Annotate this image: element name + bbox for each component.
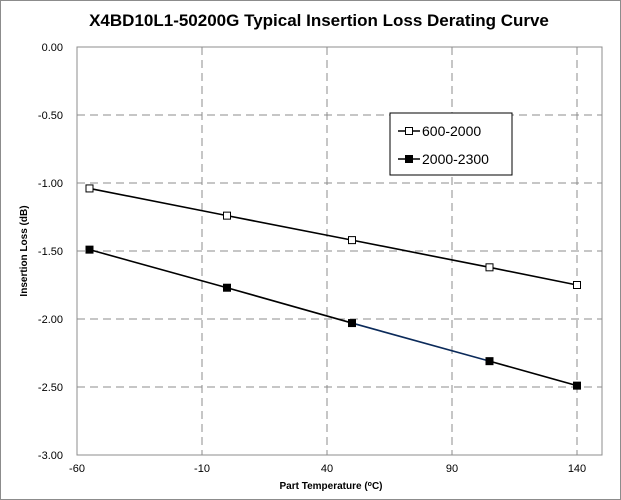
legend-marker: [405, 127, 413, 135]
y-tick-label: 0.00: [42, 42, 63, 54]
y-tick-label: -1.50: [38, 246, 63, 258]
y-tick-label: -2.50: [38, 382, 63, 394]
data-point: [223, 211, 231, 220]
series-600-2000: [85, 184, 581, 289]
legend-item: 2000-2300: [398, 151, 489, 167]
legend: 600-2000 2000-2300: [389, 112, 513, 176]
data-point: [485, 357, 494, 366]
legend-label: 2000-2300: [422, 151, 489, 167]
series-line-segment: [351, 322, 490, 362]
x-axis-title: Part Temperature (oC): [279, 481, 382, 493]
series-2000-2300: [85, 245, 581, 390]
x-tick-label: -10: [194, 463, 210, 475]
y-tick-label: -2.00: [38, 314, 63, 326]
y-axis-title: Insertion Loss (dB): [19, 205, 30, 296]
legend-item: 600-2000: [398, 123, 481, 139]
y-tick-label: -0.50: [38, 110, 63, 122]
series-line-segment: [89, 248, 228, 289]
series-line-segment: [226, 286, 353, 324]
series-line-segment: [89, 187, 228, 217]
legend-label: 600-2000: [422, 123, 481, 139]
data-point: [573, 281, 581, 289]
tick-labels: -60 -10 40 90 140 0.00 -0.50 -1.00 -1.50 -2.00 -2.…: [38, 42, 586, 475]
x-tick-label: 140: [568, 463, 586, 475]
x-tick-label: 90: [446, 463, 458, 475]
data-point: [348, 236, 356, 245]
chart-title: X4BD10L1-50200G Typical Insertion Loss D…: [89, 11, 549, 30]
x-tick-label: 40: [321, 463, 333, 475]
series-layer: [85, 184, 581, 390]
series-line-segment: [351, 239, 490, 269]
legend-marker: [405, 155, 413, 163]
data-point: [573, 381, 581, 390]
y-tick-label: -3.00: [38, 450, 63, 462]
data-point: [85, 184, 94, 193]
y-tick-label: -1.00: [38, 178, 63, 190]
data-point: [348, 319, 356, 328]
series-line-segment: [226, 214, 353, 241]
data-point: [223, 283, 231, 292]
data-point: [485, 263, 494, 272]
legend-box: [389, 112, 513, 176]
series-line-segment: [489, 360, 578, 387]
series-line-segment: [489, 266, 578, 286]
x-tick-label: -60: [69, 463, 85, 475]
data-point: [85, 245, 94, 254]
